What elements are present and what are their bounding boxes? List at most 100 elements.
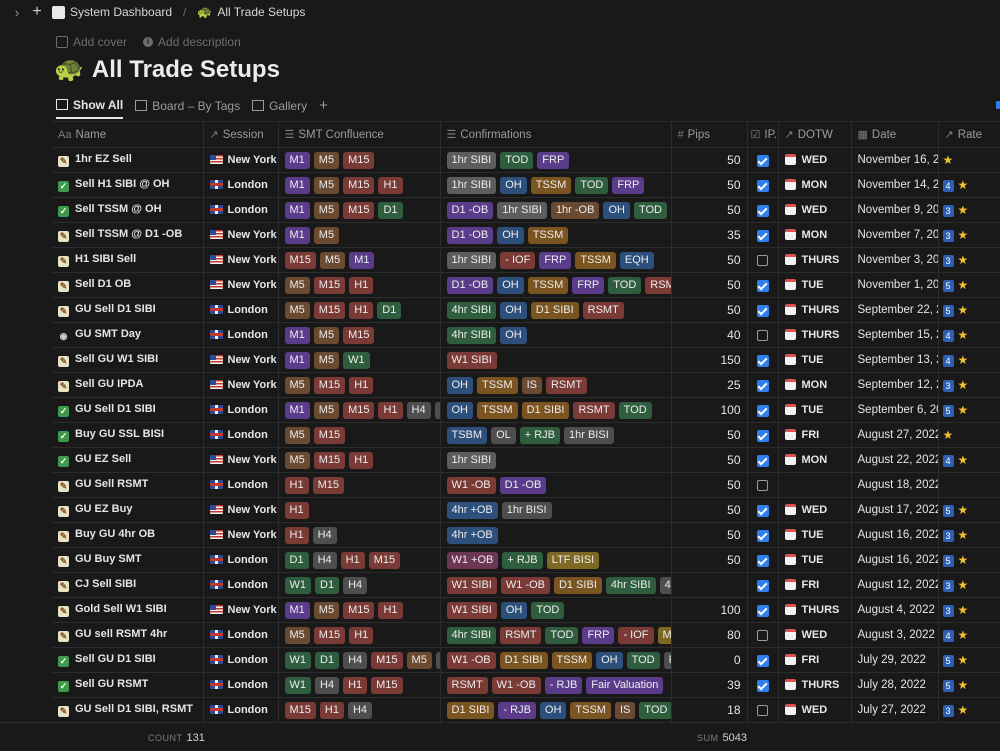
cell-rate[interactable]: 5★ — [938, 498, 1000, 523]
col-header-rate[interactable]: ↗Rate — [938, 122, 1000, 148]
ip-checkbox[interactable] — [757, 455, 769, 467]
ip-checkbox[interactable] — [757, 255, 768, 266]
cell-pips[interactable]: 100 — [671, 398, 747, 423]
ip-checkbox[interactable] — [757, 155, 769, 167]
cell-confirmations[interactable]: D1 -OBOHTSSMFRPTODRSMT — [440, 273, 671, 298]
ip-checkbox[interactable] — [757, 480, 768, 491]
cell-date[interactable]: August 16, 2022 — [851, 523, 938, 548]
cell-dotw[interactable]: THURS — [778, 298, 851, 323]
page-title[interactable]: All Trade Setups — [92, 56, 280, 84]
cell-rate[interactable]: 5★ — [938, 548, 1000, 573]
cell-date[interactable]: November 16, 20 — [851, 148, 938, 173]
cell-rate[interactable]: 3★ — [938, 223, 1000, 248]
ip-checkbox[interactable] — [757, 405, 769, 417]
cell-pips[interactable]: 40 — [671, 323, 747, 348]
turtle-page-icon[interactable]: 🐢 — [54, 55, 84, 84]
cell-name[interactable]: ✓Sell GU RSMT — [52, 673, 203, 698]
cell-date[interactable]: August 16, 2022 — [851, 548, 938, 573]
cell-rate[interactable]: 3★ — [938, 573, 1000, 598]
col-header-smt[interactable]: ☰SMT Confluence — [278, 122, 440, 148]
cell-rate[interactable]: 3★ — [938, 598, 1000, 623]
cell-name[interactable]: ✎Sell TSSM @ D1 -OB — [52, 223, 203, 248]
cell-session[interactable]: New York — [203, 248, 278, 273]
cell-rate[interactable]: 5★ — [938, 648, 1000, 673]
cell-dotw[interactable]: THURS — [778, 598, 851, 623]
cell-rate[interactable]: 3★ — [938, 523, 1000, 548]
cell-date[interactable]: July 27, 2022 — [851, 698, 938, 723]
cell-session[interactable]: London — [203, 173, 278, 198]
cell-date[interactable]: November 3, 202 — [851, 248, 938, 273]
cell-rate[interactable] — [938, 473, 1000, 498]
cell-date[interactable]: August 3, 2022 — [851, 623, 938, 648]
cell-name[interactable]: ✎GU Sell RSMT — [52, 473, 203, 498]
ip-checkbox[interactable] — [757, 580, 769, 592]
cell-date[interactable]: November 1, 202 — [851, 273, 938, 298]
cell-name[interactable]: ✎Sell D1 OB — [52, 273, 203, 298]
add-view-button[interactable]: + — [319, 97, 328, 119]
ip-checkbox[interactable] — [757, 305, 769, 317]
cell-date[interactable]: November 14, 20 — [851, 173, 938, 198]
cell-rate[interactable]: 5★ — [938, 273, 1000, 298]
cell-rate[interactable]: 4★ — [938, 323, 1000, 348]
plus-icon[interactable]: + — [30, 5, 44, 19]
cell-pips[interactable]: 50 — [671, 498, 747, 523]
cell-dotw[interactable]: WED — [778, 698, 851, 723]
ip-checkbox[interactable] — [757, 630, 768, 641]
cell-session[interactable]: New York — [203, 223, 278, 248]
cell-session[interactable]: London — [203, 423, 278, 448]
cell-pips[interactable]: 35 — [671, 223, 747, 248]
cell-session[interactable]: New York — [203, 598, 278, 623]
ip-checkbox[interactable] — [757, 530, 769, 542]
cell-confirmations[interactable]: 4hr +OB — [440, 523, 671, 548]
ip-checkbox[interactable] — [757, 605, 769, 617]
cell-session[interactable]: London — [203, 398, 278, 423]
cell-rate[interactable]: 5★ — [938, 398, 1000, 423]
cell-pips[interactable]: 50 — [671, 523, 747, 548]
cell-dotw[interactable]: FRI — [778, 648, 851, 673]
cell-dotw[interactable]: WED — [778, 198, 851, 223]
cell-name[interactable]: ✓Sell GU D1 SIBI — [52, 648, 203, 673]
cell-rate[interactable]: ★ — [938, 148, 1000, 173]
cell-pips[interactable]: 150 — [671, 348, 747, 373]
ip-checkbox[interactable] — [757, 705, 768, 716]
cell-rate[interactable]: ★ — [938, 423, 1000, 448]
cell-session[interactable]: London — [203, 198, 278, 223]
cell-session[interactable]: London — [203, 323, 278, 348]
cell-dotw[interactable]: TUE — [778, 548, 851, 573]
cell-name[interactable]: ✎Sell GU W1 SIBI — [52, 348, 203, 373]
cell-pips[interactable]: 50 — [671, 148, 747, 173]
cell-confirmations[interactable]: W1 SIBI — [440, 348, 671, 373]
cell-pips[interactable]: 0 — [671, 648, 747, 673]
cell-name[interactable]: ✓Buy GU SSL BISI — [52, 423, 203, 448]
cell-smt[interactable]: M1M5M15H1H4D — [278, 398, 440, 423]
cell-name[interactable]: ✎GU Buy SMT — [52, 548, 203, 573]
cell-rate[interactable]: 5★ — [938, 298, 1000, 323]
cell-dotw[interactable]: MON — [778, 448, 851, 473]
cell-pips[interactable]: 100 — [671, 598, 747, 623]
cell-session[interactable]: London — [203, 673, 278, 698]
cell-dotw[interactable]: MON — [778, 223, 851, 248]
cell-pips[interactable]: 18 — [671, 698, 747, 723]
add-cover-button[interactable]: Add cover — [56, 35, 127, 49]
cell-name[interactable]: ✓GU Sell D1 SIBI — [52, 398, 203, 423]
cell-session[interactable]: London — [203, 648, 278, 673]
